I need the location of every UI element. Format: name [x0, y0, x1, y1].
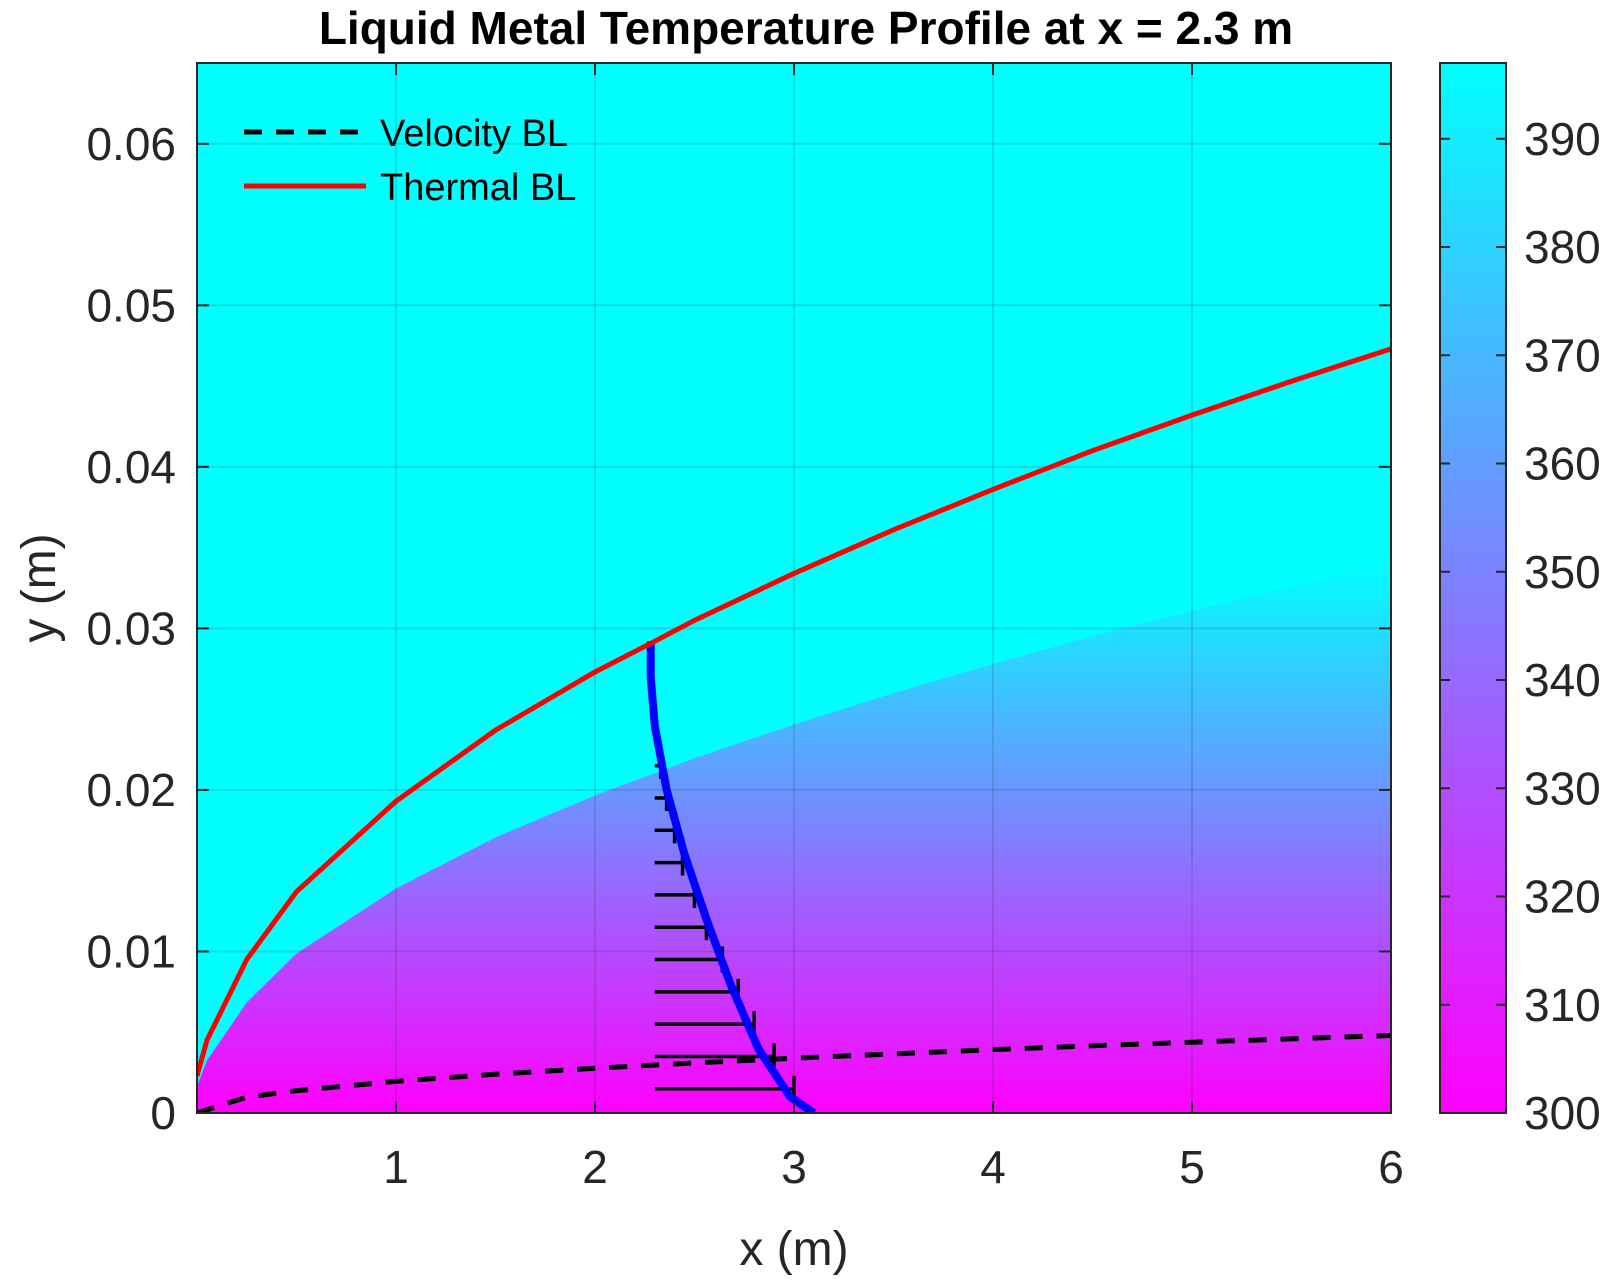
legend-velocity-label: Velocity BL: [380, 113, 568, 155]
colorbar-tick-label: 380: [1524, 221, 1601, 273]
y-tick-label: 0.01: [86, 925, 176, 977]
y-axis-ticks: 0 0.01 0.02 0.03 0.04 0.05 0.06: [86, 118, 1391, 1139]
y-tick-label: 0.03: [86, 602, 176, 654]
colorbar-tick-label: 320: [1524, 871, 1601, 923]
x-tick-label: 2: [582, 1141, 608, 1193]
x-tick-label: 1: [383, 1141, 409, 1193]
series-layer: [197, 346, 1391, 1113]
colorbar-tick-label: 310: [1524, 979, 1601, 1031]
x-axis-label: x (m): [739, 1223, 848, 1276]
x-tick-label: 5: [1179, 1141, 1205, 1193]
velocity-bl-line: [197, 1032, 1391, 1113]
y-axis-label: y (m): [13, 533, 66, 642]
heated-region: [197, 562, 1391, 1113]
y-tick-label: 0: [150, 1087, 176, 1139]
y-tick-label: 0.05: [86, 279, 176, 331]
colorbar-ticks: 300 310 320 330 340 350 360 370 380 390: [1440, 113, 1601, 1139]
x-axis-ticks: 1 2 3 4 5 6: [383, 63, 1404, 1193]
y-tick-label: 0.02: [86, 764, 176, 816]
y-tick-label: 0.06: [86, 118, 176, 170]
thermal-bl-line: [197, 346, 1391, 1077]
temperature-field: [197, 63, 1391, 1113]
temperature-profile-curve: [646, 641, 817, 1113]
x-tick-label: 4: [980, 1141, 1006, 1193]
colorbar-tick-label: 340: [1524, 654, 1601, 706]
colorbar-tick-label: 360: [1524, 438, 1601, 490]
x-tick-label: 6: [1378, 1141, 1404, 1193]
colorbar: 300 310 320 330 340 350 360 370 380 390: [1439, 62, 1601, 1139]
y-tick-label: 0.04: [86, 441, 176, 493]
colorbar-tick-label: 390: [1524, 113, 1601, 165]
x-tick-label: 3: [781, 1141, 807, 1193]
colorbar-tick-label: 330: [1524, 762, 1601, 814]
legend: Velocity BL Thermal BL: [244, 113, 576, 209]
colorbar-tick-label: 370: [1524, 329, 1601, 381]
colorbar-tick-label: 350: [1524, 546, 1601, 598]
legend-thermal-label: Thermal BL: [380, 167, 576, 209]
colorbar-tick-label: 300: [1524, 1087, 1601, 1139]
chart-title: Liquid Metal Temperature Profile at x = …: [319, 2, 1293, 54]
colorbar-gradient: [1439, 62, 1507, 1114]
